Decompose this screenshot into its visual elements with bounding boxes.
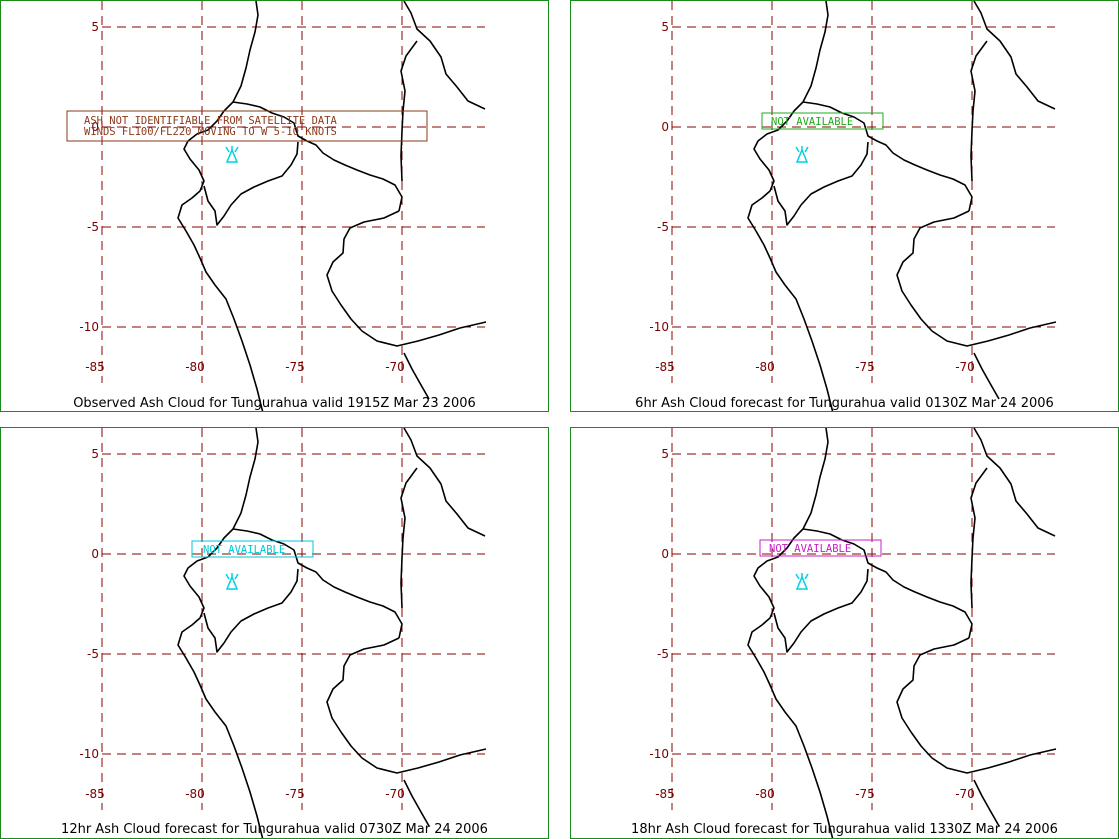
annotation-text: WINDS FL100/FL220 MOVING TO W 5-10 KNOTS [84,126,337,138]
annotation-text: NOT AVAILABLE [771,116,853,128]
boundary-line [232,101,403,212]
volcano-icon [795,146,809,163]
latitude-tick-label: 0 [91,120,99,134]
volcano-icon [225,146,239,163]
longitude-tick-label: -75 [285,787,305,801]
latitude-tick-label: 0 [661,120,669,134]
boundary-line [177,101,264,411]
boundary-line [773,141,869,226]
latitude-tick-label: -10 [649,320,669,334]
longitude-tick-label: -75 [855,360,875,374]
map-forecast-12hr: 5 0 -5 -10 -85 -80 -75 -70 NOT AVAILABLE [79,428,487,838]
longitude-tick-label: -85 [85,360,105,374]
panel-forecast-6hr: 5 0 -5 -10 -85 -80 -75 -70 NOT AVAILABLE 6hr Ash… [570,0,1119,412]
annotation-text: NOT AVAILABLE [203,544,285,556]
coastline-borders [747,428,1057,838]
longitude-tick-label: -70 [955,787,975,801]
boundary-line [403,779,430,827]
annotation-text: ASH NOT IDENTIFIABLE FROM SATELLITE DATA [84,115,338,127]
lat-lon-grid [671,428,1055,810]
longitude-tick-label: -80 [755,360,775,374]
boundary-line [802,1,829,103]
boundary-line [400,467,418,609]
boundary-line [896,210,1057,347]
ash-status-annotation: NOT AVAILABLE [191,540,314,558]
boundary-line [802,428,829,530]
boundary-line [747,528,834,838]
boundary-line [747,101,834,411]
latitude-tick-label: -5 [87,220,99,234]
boundary-line [203,141,299,226]
latitude-tick-label: -10 [79,320,99,334]
boundary-line [970,467,988,609]
boundary-line [232,428,259,530]
boundary-line [326,637,487,774]
latitude-tick-label: -5 [87,647,99,661]
ash-status-annotation: NOT AVAILABLE [759,539,882,557]
panel-caption: Observed Ash Cloud for Tungurahua valid … [73,396,476,411]
panel-caption: 18hr Ash Cloud forecast for Tungurahua v… [631,822,1058,837]
lat-lon-grid [101,428,485,810]
coastline-borders [177,428,487,838]
boundary-line [802,528,973,639]
volcano-icon [795,573,809,590]
ash-status-annotation: NOT AVAILABLE [761,112,884,130]
longitude-tick-label: -70 [385,360,405,374]
boundary-line [896,637,1057,774]
lat-lon-grid [101,1,485,383]
latitude-tick-label: 0 [661,547,669,561]
panel-caption: 6hr Ash Cloud forecast for Tungurahua va… [635,396,1054,411]
longitude-tick-label: -70 [385,787,405,801]
latitude-tick-label: -10 [649,747,669,761]
map-forecast-6hr: 5 0 -5 -10 -85 -80 -75 -70 NOT AVAILABLE [649,1,1057,411]
longitude-tick-label: -85 [85,787,105,801]
coastline-borders [177,1,487,411]
boundary-line [773,568,869,653]
boundary-line [973,352,1000,400]
latitude-tick-label: -10 [79,747,99,761]
panel-observed: 5 0 -5 -10 -85 -80 -75 -70 ASH NOT IDENTIFIABLE … [0,0,549,412]
longitude-tick-label: -75 [855,787,875,801]
boundary-line [400,40,418,182]
boundary-line [326,210,487,347]
longitude-tick-label: -70 [955,360,975,374]
ash-status-annotation: ASH NOT IDENTIFIABLE FROM SATELLITE DATA… [66,110,428,142]
boundary-line [203,568,299,653]
longitude-tick-label: -80 [185,360,205,374]
volcano-icon [225,573,239,590]
panel-caption: 12hr Ash Cloud forecast for Tungurahua v… [61,822,488,837]
boundary-line [973,779,1000,827]
boundary-line [403,428,486,537]
longitude-tick-label: -75 [285,360,305,374]
boundary-line [177,528,264,838]
latitude-tick-label: -5 [657,220,669,234]
panel-forecast-12hr: 5 0 -5 -10 -85 -80 -75 -70 NOT AVAILABLE 12hr As… [0,427,549,839]
boundary-line [970,40,988,182]
boundary-line [973,428,1056,537]
map-forecast-18hr: 5 0 -5 -10 -85 -80 -75 -70 NOT AVAILABLE [649,428,1057,838]
boundary-line [232,1,259,103]
latitude-tick-label: 5 [91,20,99,34]
longitude-tick-label: -85 [655,360,675,374]
longitude-tick-label: -80 [185,787,205,801]
boundary-line [802,101,973,212]
boundary-line [232,528,403,639]
boundary-line [403,352,430,400]
panel-forecast-18hr: 5 0 -5 -10 -85 -80 -75 -70 NOT AVAILABLE 18hr As… [570,427,1119,839]
latitude-tick-label: 5 [91,447,99,461]
latitude-tick-label: 0 [91,547,99,561]
latitude-tick-label: 5 [661,447,669,461]
latitude-tick-label: 5 [661,20,669,34]
boundary-line [973,1,1056,110]
longitude-tick-label: -80 [755,787,775,801]
map-observed: 5 0 -5 -10 -85 -80 -75 -70 ASH NOT IDENTIFIABLE … [66,1,487,411]
coastline-borders [747,1,1057,411]
lat-lon-grid [671,1,1055,383]
boundary-line [403,1,486,110]
longitude-tick-label: -85 [655,787,675,801]
annotation-text: NOT AVAILABLE [769,543,851,555]
latitude-tick-label: -5 [657,647,669,661]
